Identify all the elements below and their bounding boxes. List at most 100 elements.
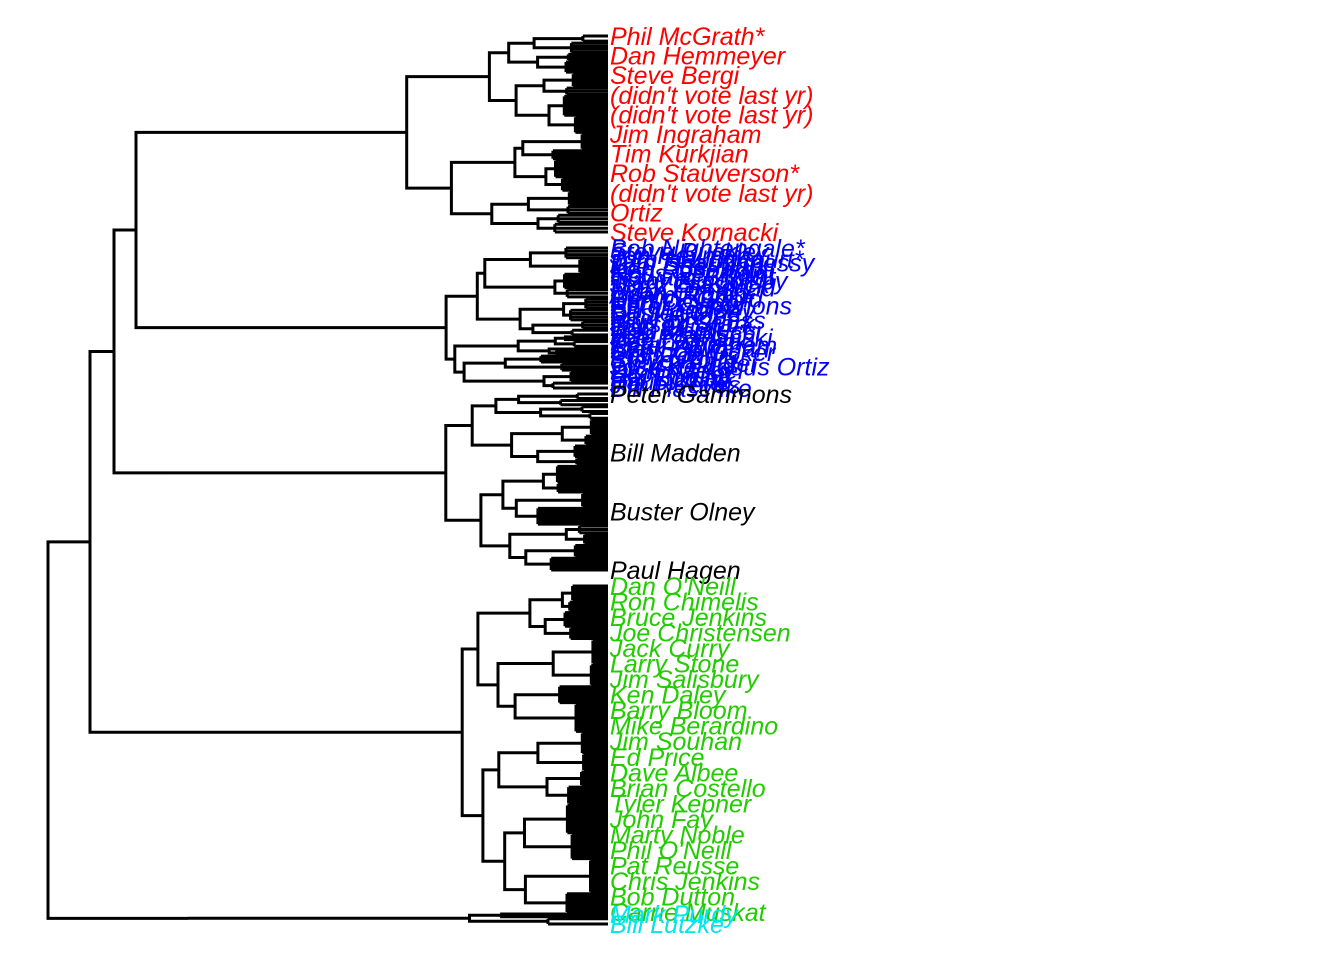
leaf-label: Jack Curry [609,635,731,663]
leaf-label: Peter Abraham [610,332,777,360]
dendrogram-branch [444,294,478,361]
dendrogram-branch [496,662,554,708]
dendrogram-branch [556,482,608,494]
leaf-label: Ken Gurnick [610,328,749,356]
leaf-label: Paul Hagen [610,303,741,331]
dendrogram-branch [554,159,608,179]
dendrogram-branch [570,328,608,337]
dendrogram-branch [583,533,608,545]
dendrogram-branch [134,130,220,330]
leaf-label: Pat Reusse [610,852,739,880]
leaf-label: Mark Purdy [610,901,739,929]
dendrogram-branch [581,492,608,508]
dendrogram-branch [553,222,608,234]
leaf-label: Derrick Goold [610,285,764,313]
dendrogram-branch [526,196,570,212]
dendrogram-branch [536,741,584,764]
leaf-label: Bill Lutzke [610,911,724,939]
dendrogram-branch [523,817,573,849]
leaf-label: Jim Reeves [609,371,741,399]
leaf-label: (didn't vote last yr) [610,101,813,129]
dendrogram-branch [508,532,567,559]
leaf-label: Steve Politi [610,346,737,374]
dendrogram-branch [567,785,608,805]
dendrogram-branch [556,213,608,224]
leaf-label: (didn't vote last yr) [610,180,813,208]
leaf-label: Marty Noble [610,821,745,849]
leaf-label: Dick Kaegel [610,357,745,385]
dendrogram-branch [551,381,608,390]
dendrogram-branch [584,297,608,310]
leaf-label: Ortiz [610,199,663,227]
dendrogram-branch [536,55,569,69]
dendrogram-branch [574,703,608,733]
leaf-label: Phil Rogers [610,343,739,371]
dendrogram-branch [558,685,608,705]
dendrogram-branch [497,751,547,789]
dendrogram-branch [563,272,608,290]
leaf-label: Bob Elliott [610,314,724,342]
dendrogram-branch [503,831,526,892]
leaf-label: Buster Olney [610,300,756,328]
leaf-label: Brian Costello [610,775,766,803]
dendrogram-branch [581,320,608,330]
leaf-label: Larry Stone [610,651,739,679]
leaf-label: Scott Miller [610,361,735,389]
dendrogram-branch [575,392,608,400]
dendrogram-branch [541,472,559,490]
leaf-label: Peter Gammons [610,381,792,409]
dendrogram-branch [567,190,608,207]
dendrogram-branch [578,258,608,274]
leaf-label: Tom Haudricourt* [610,246,805,274]
leaf-label: Tyler Kepner [610,790,753,818]
dendrogram-branch [476,611,530,687]
dendrogram-branch [589,418,608,436]
leaf-label: Bob Nightengale* [610,235,806,263]
leaf-label: Dan Hemmeyer [610,43,787,71]
dendrogram-branch [481,768,505,863]
leaf-label: Bob Klapisch [610,321,756,349]
dendrogram-branch [565,86,608,96]
leaf-label: Murray Chass [610,307,766,335]
leaf-label: Ken Daley [610,682,727,710]
leaf-label: Jose de Jesus Ortiz [609,354,830,382]
dendrogram-branch [580,405,608,413]
dendrogram-branch [562,94,608,117]
leaf-label: Bill Plaschke [610,375,752,403]
dendrogram-branch [565,804,608,835]
leaf-label: Bob Dutton [610,884,735,912]
dendrogram-branch [536,506,608,526]
leaf-label: Jerry Crasnick [609,271,771,299]
dendrogram-branch [564,246,608,260]
dendrogram-branch [555,464,608,484]
dendrogram-branch [536,449,577,464]
leaf-label: Bill Madden [610,296,741,324]
leaf-label: John Fay [609,806,714,834]
dendrogram-branch [577,524,608,535]
dendrogram-branch [569,41,608,54]
dendrogram-branch [553,350,608,356]
leaf-label: Tim Kurkjian [610,141,749,169]
leaf-label: Tom Verducci [610,318,762,346]
dendrogram-branch [460,647,483,818]
leaf-label: Paul White [610,368,731,396]
dendrogram-branch [501,479,544,510]
dendrogram-branch [580,731,608,755]
leaf-label: Phil McGrath* [610,23,765,51]
dendrogram-branch [573,115,608,134]
dendrogram-branch [562,335,608,342]
leaf-label: Ron Chimelis [610,589,759,617]
dendrogram-branch [584,434,608,446]
dendrogram-branch [571,584,608,602]
leaf-label: Barry Bloom [610,697,748,725]
leaf-label: Adam Rubin [608,282,748,310]
leaf-label: Dan Shaughnessy [610,249,816,277]
dendrogram-branch [589,663,608,687]
leaf-label: Joel Sherman [609,253,764,281]
dendrogram-branch [565,288,608,299]
dendrogram-branch [563,611,608,628]
dendrogram-branch [580,132,608,151]
leaf-label: Steve Buckley [610,239,770,267]
leaf-label: Jim Salisbury [609,666,760,694]
